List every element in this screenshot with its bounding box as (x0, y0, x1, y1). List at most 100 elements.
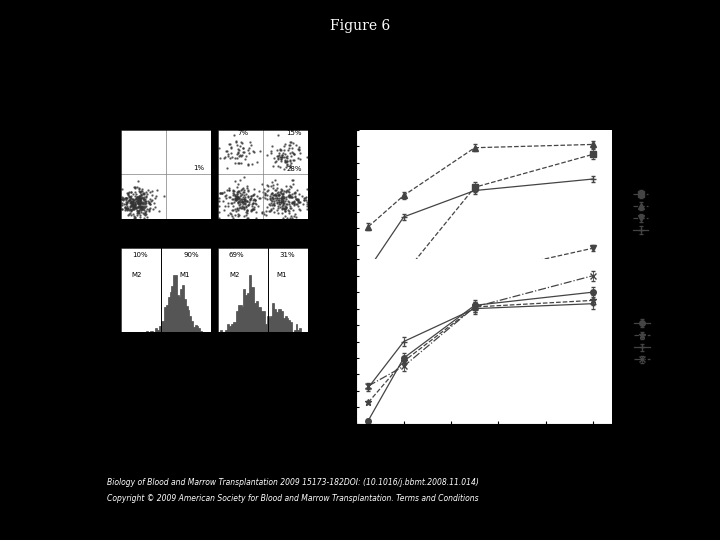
Point (125, 202, 136, 211)
Point (116, 199, 127, 207)
Point (131, 211, 143, 219)
Text: DiOC6: DiOC6 (201, 339, 228, 348)
Point (274, 200, 286, 209)
Point (238, 195, 250, 204)
Point (258, 210, 269, 218)
Point (280, 192, 292, 201)
Point (276, 156, 287, 165)
Point (238, 188, 249, 197)
Point (130, 200, 141, 208)
Point (238, 186, 250, 194)
Point (248, 205, 260, 213)
Point (135, 204, 146, 212)
Point (130, 204, 142, 212)
Point (284, 192, 296, 201)
Point (274, 148, 285, 157)
Point (279, 157, 291, 166)
Point (220, 202, 231, 211)
Point (240, 197, 251, 205)
Point (134, 201, 145, 210)
Point (215, 154, 226, 163)
Point (288, 198, 300, 206)
Point (129, 187, 140, 196)
Point (237, 144, 248, 152)
Point (236, 194, 248, 203)
Point (223, 193, 235, 201)
Point (225, 210, 236, 218)
Point (129, 192, 140, 200)
Point (281, 156, 292, 165)
Point (226, 206, 238, 214)
Point (132, 199, 143, 208)
Point (294, 145, 305, 154)
Point (284, 137, 296, 146)
Point (116, 195, 127, 204)
Point (275, 188, 287, 197)
Point (116, 194, 127, 203)
Point (264, 207, 276, 215)
Point (213, 197, 225, 205)
Point (282, 145, 294, 154)
Point (238, 199, 250, 208)
Point (125, 192, 136, 200)
Point (143, 199, 155, 208)
Point (274, 191, 285, 199)
Point (130, 183, 141, 192)
Point (233, 194, 245, 202)
Point (236, 198, 248, 207)
Text: Biology of Blood and Marrow Transplantation 2009 15173-182DOI: (10.1016/j.bbmt.2: Biology of Blood and Marrow Transplantat… (107, 478, 478, 487)
Point (292, 195, 303, 204)
Point (286, 213, 297, 222)
Point (122, 198, 133, 207)
Point (285, 138, 297, 146)
Point (122, 191, 134, 199)
Point (248, 148, 259, 157)
Point (269, 190, 281, 198)
Point (132, 206, 143, 215)
Point (135, 191, 147, 199)
Point (301, 202, 312, 211)
Point (226, 199, 238, 207)
Point (130, 194, 142, 203)
Point (292, 196, 303, 205)
Point (276, 190, 288, 198)
Point (242, 159, 253, 168)
Point (251, 213, 262, 222)
Point (261, 191, 273, 199)
Point (127, 195, 139, 204)
Point (238, 173, 250, 181)
Point (225, 139, 236, 148)
Point (261, 210, 272, 219)
Point (273, 198, 284, 207)
Point (121, 204, 132, 213)
Point (116, 200, 127, 209)
Point (259, 190, 271, 198)
Point (231, 192, 243, 200)
Point (135, 203, 147, 212)
Point (266, 206, 277, 215)
Point (126, 198, 138, 206)
Point (132, 202, 143, 211)
Point (286, 147, 297, 156)
Point (233, 147, 244, 156)
Point (284, 204, 296, 212)
Point (271, 146, 282, 154)
Point (272, 152, 284, 160)
Text: M2: M2 (229, 272, 239, 278)
Point (275, 146, 287, 154)
Point (272, 130, 284, 139)
Point (230, 196, 242, 205)
Point (121, 188, 132, 197)
Point (231, 140, 243, 149)
Point (247, 199, 258, 207)
Point (246, 205, 257, 214)
Point (236, 197, 248, 205)
Point (123, 188, 135, 197)
Point (223, 186, 235, 194)
Point (138, 190, 150, 199)
Point (289, 193, 301, 201)
Point (235, 198, 246, 206)
Polygon shape (121, 275, 211, 332)
Point (264, 207, 275, 216)
Point (229, 205, 240, 214)
